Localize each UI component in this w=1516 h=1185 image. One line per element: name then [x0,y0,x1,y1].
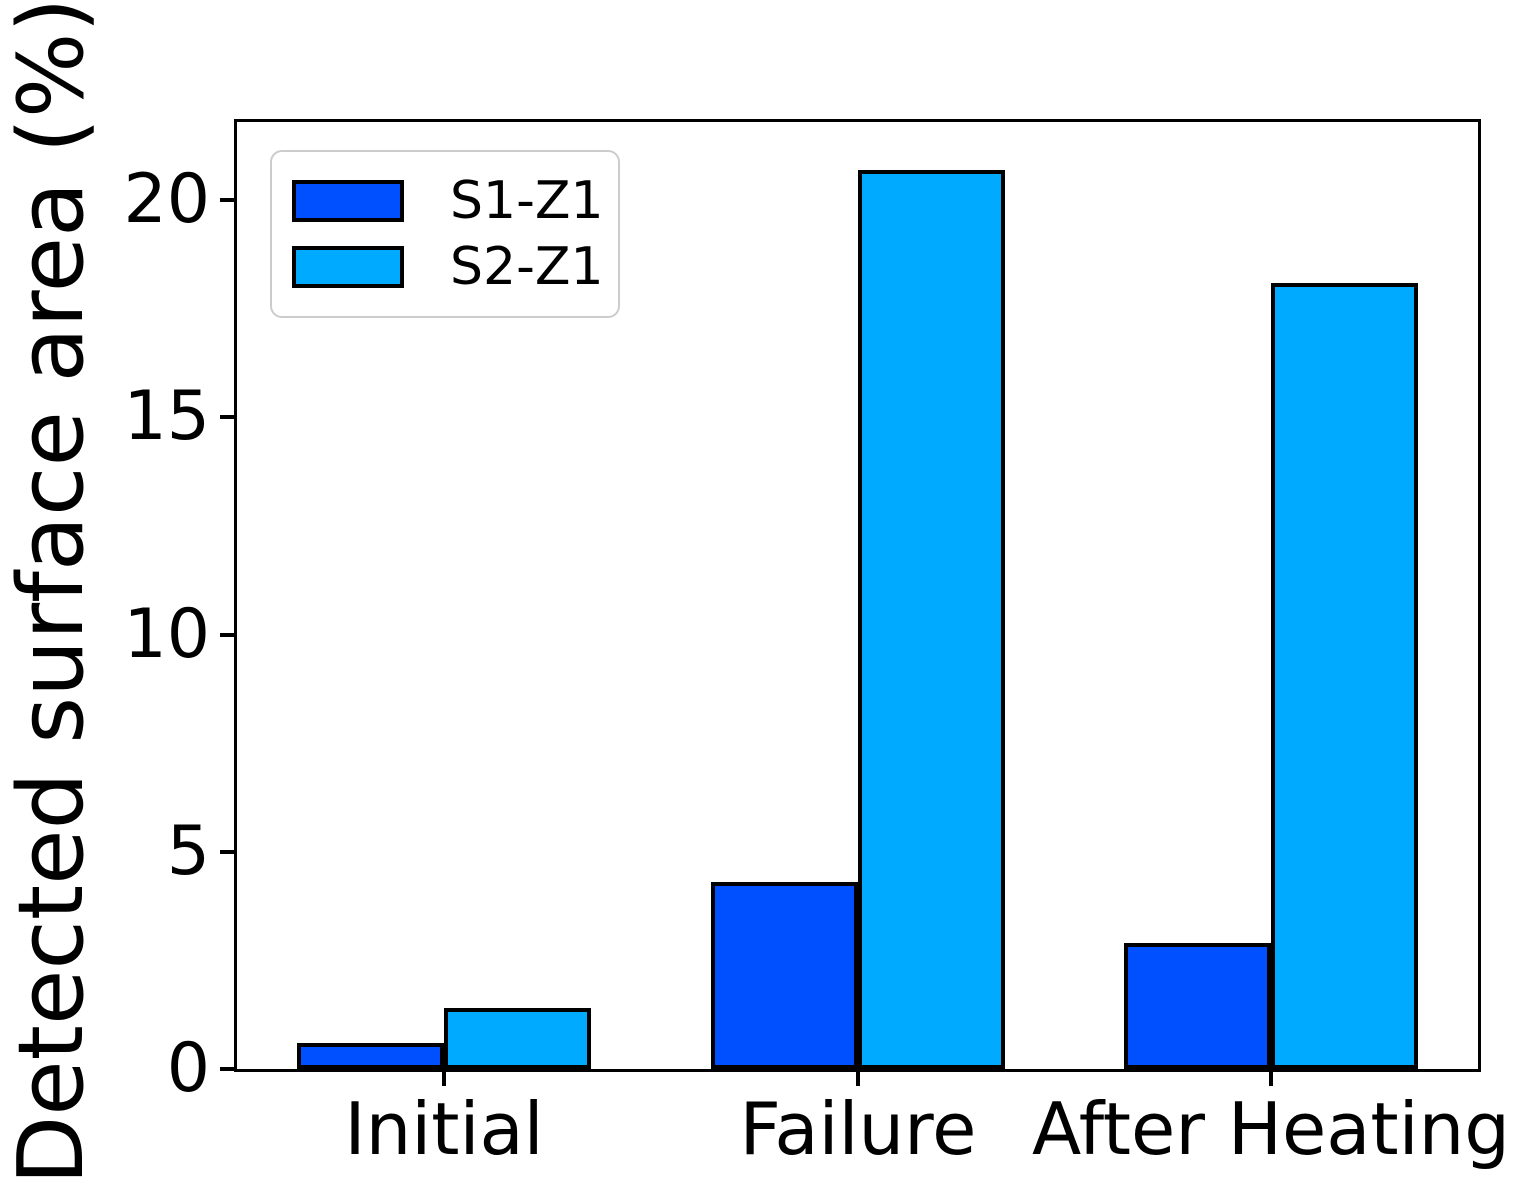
y-tick-label-0: 0 [166,1029,210,1108]
y-tick-20 [220,198,237,202]
bar-s2-z1-initial [444,1008,591,1069]
y-tick-10 [220,633,237,637]
legend-label-s1-z1: S1-Z1 [450,171,604,231]
legend-swatch-s1-z1 [292,180,404,222]
x-tick-label-after-heating: After Heating [1032,1087,1510,1171]
legend-label-s2-z1: S2-Z1 [450,237,604,297]
legend-swatch-s2-z1 [292,246,404,288]
legend-item-s2-z1: S2-Z1 [292,234,618,300]
x-tick-after-heating [1269,1069,1273,1086]
y-tick-label-10: 10 [123,595,210,674]
x-tick-label-failure: Failure [739,1087,977,1171]
plot-area: S1-Z1 S2-Z1 [234,119,1481,1072]
bar-s2-z1-failure [858,170,1005,1069]
bar-s2-z1-after-heating [1271,283,1418,1069]
y-tick-5 [220,850,237,854]
x-tick-label-initial: Initial [344,1087,544,1171]
legend: S1-Z1 S2-Z1 [270,150,620,318]
y-tick-label-5: 5 [166,812,210,891]
bar-s1-z1-initial [297,1043,444,1069]
x-tick-initial [442,1069,446,1086]
y-tick-label-20: 20 [123,160,210,239]
legend-item-s1-z1: S1-Z1 [292,168,618,234]
y-tick-15 [220,415,237,419]
bar-s1-z1-after-heating [1124,943,1271,1069]
x-tick-failure [856,1069,860,1086]
y-tick-0 [220,1067,237,1071]
y-tick-label-15: 15 [123,377,210,456]
bar-s1-z1-failure [711,882,858,1069]
